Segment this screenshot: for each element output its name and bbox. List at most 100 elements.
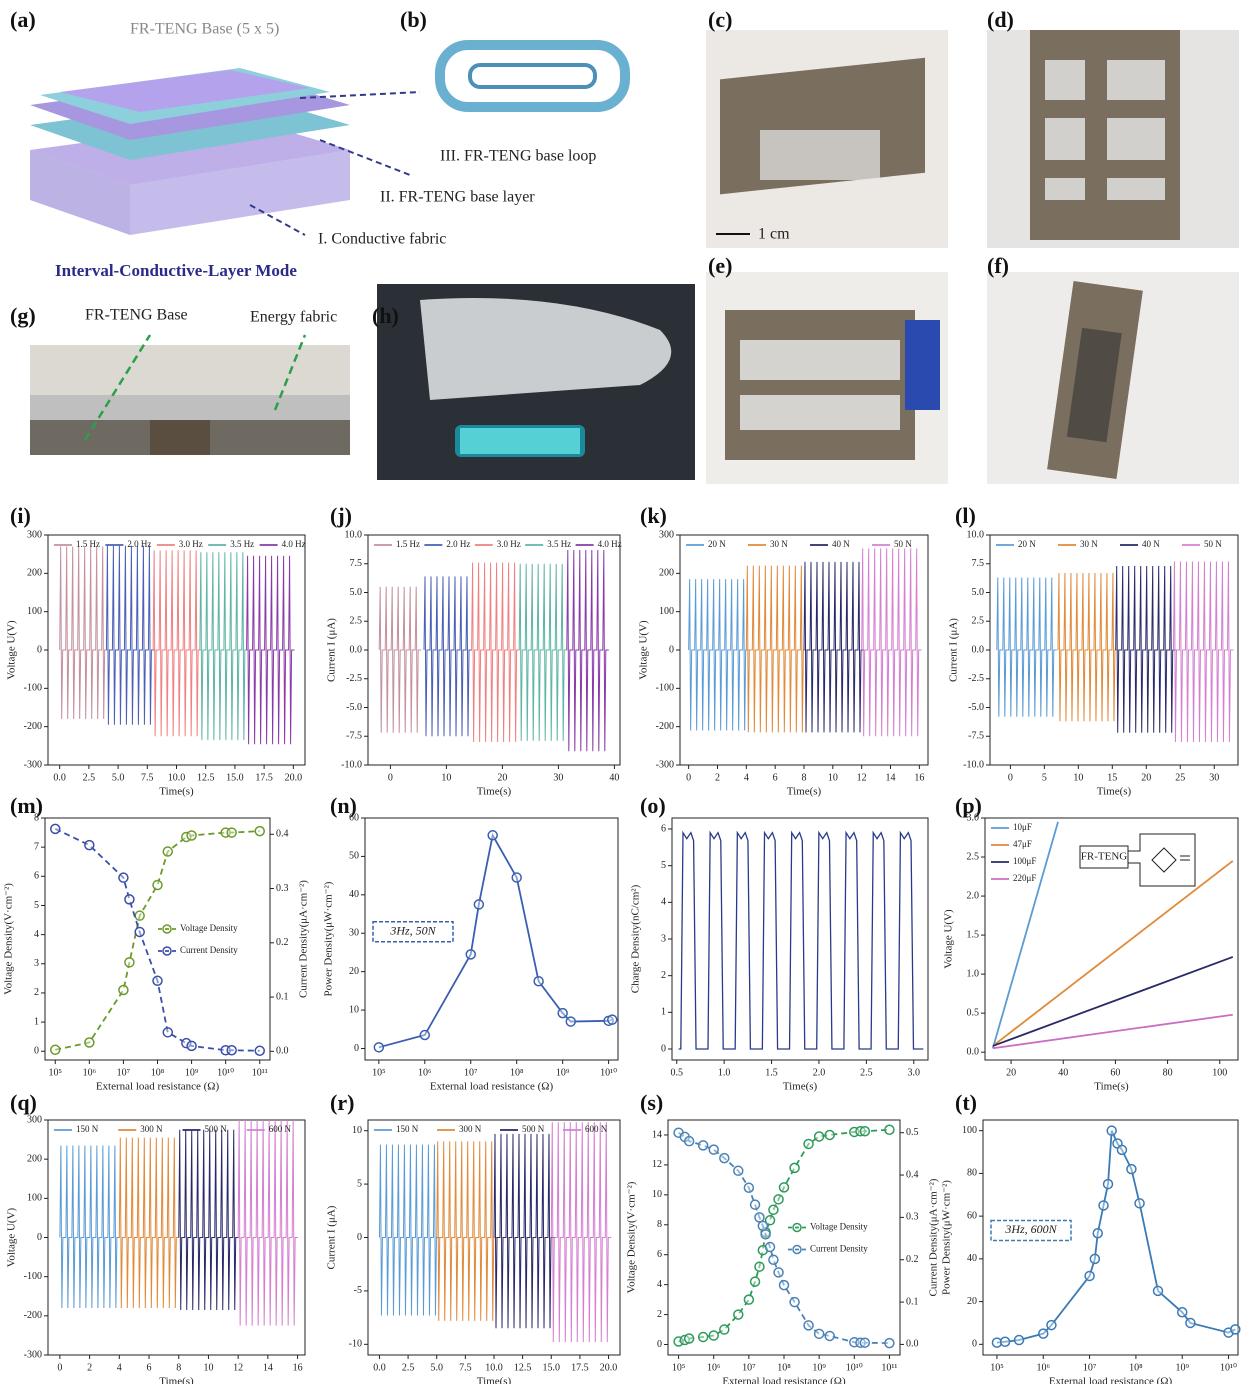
waveform [862,548,922,736]
y2-tick-label: 0.0 [906,1339,919,1350]
chart: 10⁵10⁶10⁷10⁸10⁹10¹⁰020406080100External … [941,1120,1240,1384]
point [1107,1126,1116,1135]
waveform [997,578,1057,717]
y2-tick-label: 0.1 [276,991,289,1002]
legend-label: Voltage Density [810,1222,868,1232]
y-tick-label: 2.5 [967,851,980,862]
waveform [519,564,567,741]
photo-e [706,272,948,484]
panel-label: (o) [640,793,666,818]
point [474,900,483,909]
chart: 010203040-10.0-7.5-5.0-2.50.02.55.07.510… [326,529,622,797]
point [227,828,236,837]
panel-label: (l) [955,503,976,528]
scale-label: 1 cm [758,226,790,243]
x-tick-label: 0.0 [53,772,66,783]
y-tick-label: 100 [27,606,42,617]
x-tick-label: 15.0 [226,772,244,783]
y-axis-label: Current I (μA) [326,618,338,682]
x-tick-label: 10⁵ [372,1067,386,1078]
panel-label: (a) [10,7,36,32]
y-tick-label: 80 [967,1168,977,1179]
figure: FR-TENG Base (5 x 5) III. FR-TENG base l… [0,0,1244,1384]
y-tick-label: -300 [24,1349,42,1360]
base-title: FR-TENG Base (5 x 5) [130,21,279,38]
y-tick-label: 0.5 [967,1007,980,1018]
x-tick-label: 12 [233,1362,243,1373]
panel-label: (e) [708,253,732,278]
y-tick-label: 30 [349,928,359,939]
point [699,1333,708,1342]
x-axis-label: Time(s) [159,786,194,798]
y-tick-label: 40 [349,889,359,900]
chart: 10⁵10⁶10⁷10⁸10⁹10¹⁰10¹¹024681012140.00.1… [626,1120,940,1384]
point [558,1009,567,1018]
legend-label: 3.0 Hz [497,539,521,549]
x-tick-label: 10⁶ [418,1067,432,1078]
point [1090,1254,1099,1263]
charge-curve [679,833,924,1049]
y-tick-label: 10.0 [967,529,985,540]
y2-tick-label: 0.4 [276,829,289,840]
photo-c [706,30,948,248]
x-tick-label: 8 [802,772,807,783]
y-tick-label: 8 [657,1219,662,1230]
point [85,841,94,850]
panel-label: (s) [640,1090,663,1115]
inset-circuit [1128,834,1195,886]
x-tick-label: 80 [1163,1067,1173,1078]
y-tick-label: 0 [669,644,674,655]
y-tick-label: 2.5 [972,616,985,627]
y-tick-label: -7.5 [968,731,984,742]
x-tick-label: 17.5 [255,772,273,783]
photo-d [987,30,1239,248]
point [685,1334,694,1343]
point [227,1046,236,1055]
y-axis-label: Voltage U(V) [6,1207,18,1267]
x-tick-label: 10¹⁰ [1220,1362,1237,1373]
point [1104,1180,1113,1189]
x-tick-label: 10⁸ [151,1067,165,1078]
y-tick-label: -300 [24,759,42,770]
panel-label: (q) [10,1090,37,1115]
point [825,1331,834,1340]
point [1186,1318,1195,1327]
x-tick-label: 10⁷ [1083,1362,1097,1373]
y2-tick-label: 0.2 [276,937,289,948]
y-tick-label: 5.0 [972,587,985,598]
point [374,1043,383,1052]
legend-label: 30 N [770,539,788,549]
photo-h [377,284,695,480]
legend-label: 3.5 Hz [547,539,571,549]
point [1039,1329,1048,1338]
waveform [379,1145,439,1316]
x-tick-label: 17.5 [571,1362,589,1373]
y-tick-label: 200 [27,1153,42,1164]
x-tick-label: 40 [1058,1067,1068,1078]
y-tick-label: 0.0 [967,1046,980,1057]
x-tick-label: 100 [1212,1067,1227,1078]
x-tick-label: 10⁵ [990,1362,1004,1373]
y-axis-label: Power Density(μW·cm⁻²) [941,1180,953,1295]
x-tick-label: 2.5 [402,1362,415,1373]
loop-label: III. FR-TENG base loop [440,148,596,165]
point [1085,1271,1094,1280]
point [512,873,521,882]
point [125,958,134,967]
panel-label: (r) [330,1090,354,1115]
x-tick-label: 10.0 [485,1362,503,1373]
y-tick-label: -10.0 [963,759,984,770]
legend-label: 20 N [708,539,726,549]
x-tick-label: 10⁶ [707,1362,721,1373]
point [751,1277,760,1286]
x-tick-label: 10⁷ [742,1362,756,1373]
waveform [60,1145,120,1308]
panel-label: (c) [708,7,732,32]
point [766,1243,775,1252]
point [1127,1165,1136,1174]
waveform [153,550,201,736]
y-tick-label: 300 [27,1114,42,1125]
point [1117,1145,1126,1154]
legend-label: 300 N [459,1124,482,1134]
